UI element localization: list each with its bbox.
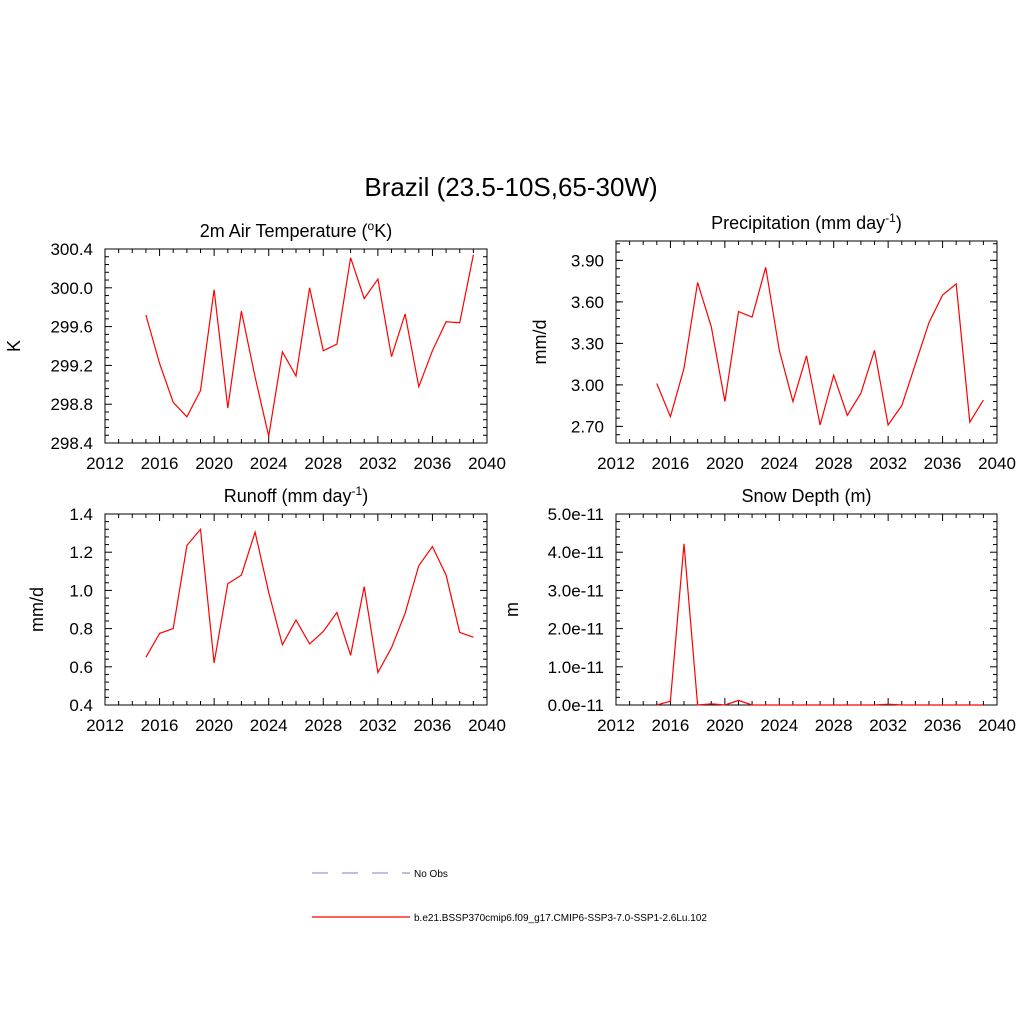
- y-axis-label: K: [4, 340, 24, 352]
- series-line: [656, 543, 984, 706]
- x-tick-label: 2040: [468, 716, 506, 735]
- legend: No Obs b.e21.BSSP370cmip6.f09_g17.CMIP6-S…: [312, 869, 707, 924]
- y-axis-label: mm/d: [530, 320, 550, 365]
- x-tick-label: 2028: [815, 454, 853, 473]
- panel-title-superscript: -1: [352, 484, 363, 498]
- y-tick-label: 1.2: [69, 543, 93, 562]
- x-tick-label: 2040: [978, 454, 1016, 473]
- y-tick-label: 4.0e-11: [548, 543, 604, 562]
- y-tick-label: 299.6: [50, 318, 93, 337]
- plot-frame: [104, 248, 488, 444]
- panel-3: 2012 2016 2020 2024 2028 2032 2036 2040 0.4 0.6 0.…: [27, 484, 506, 735]
- x-tick-label: 2028: [815, 716, 853, 735]
- panel-title: Snow Depth (m): [741, 486, 871, 506]
- x-tick-label: 2036: [924, 454, 962, 473]
- x-tick-label: 2020: [706, 716, 744, 735]
- x-tick-label: 2016: [141, 716, 179, 735]
- y-tick-label: 3.00: [571, 376, 604, 395]
- y-tick-label: 298.8: [50, 395, 93, 414]
- y-tick-label: 0.0e-11: [548, 696, 604, 715]
- y-tick-label: 3.30: [571, 334, 604, 353]
- x-tick-label: 2032: [359, 716, 397, 735]
- y-tick-label: 2.0e-11: [548, 620, 604, 639]
- panel-title-text: Snow Depth (m): [741, 486, 871, 506]
- plot-frame: [104, 513, 488, 706]
- panel-title-suffix: ): [362, 486, 368, 506]
- y-tick-label: 0.8: [69, 620, 93, 639]
- y-tick-label: 300.4: [50, 240, 93, 259]
- x-tick-label: 2012: [597, 716, 635, 735]
- y-tick-label: 2.70: [571, 417, 604, 436]
- x-tick-label: 2032: [359, 454, 397, 473]
- series-line: [145, 254, 474, 437]
- y-tick-label: 0.4: [69, 696, 93, 715]
- y-tick-label: 1.0: [69, 581, 93, 600]
- x-tick-label: 2032: [869, 716, 907, 735]
- figure-title: Brazil (23.5-10S,65-30W): [364, 172, 657, 202]
- x-tick-label: 2020: [706, 454, 744, 473]
- y-tick-label: 5.0e-11: [548, 505, 604, 524]
- x-tick-label: 2032: [869, 454, 907, 473]
- panel-title-text: Runoff (mm day: [224, 486, 352, 506]
- legend-label: b.e21.BSSP370cmip6.f09_g17.CMIP6-SSP3-7.…: [414, 913, 707, 924]
- x-tick-label: 2028: [304, 454, 342, 473]
- x-tick-label: 2036: [924, 716, 962, 735]
- x-tick-label: 2016: [652, 716, 690, 735]
- y-tick-label: 3.60: [571, 293, 604, 312]
- x-tick-label: 2024: [760, 716, 798, 735]
- y-axis-label: m: [502, 602, 522, 617]
- series-line: [145, 527, 474, 675]
- panel-title-superscript: -1: [885, 211, 896, 225]
- y-axis-label: mm/d: [27, 587, 47, 632]
- y-tick-label: 3.0e-11: [548, 581, 604, 600]
- y-tick-label: 299.2: [50, 356, 93, 375]
- y-tick-label: 300.0: [50, 279, 93, 298]
- panel-title: Precipitation (mm day-1): [711, 211, 902, 233]
- series-line: [656, 267, 984, 427]
- x-tick-label: 2036: [414, 716, 452, 735]
- plot-frame: [615, 240, 998, 444]
- y-tick-label: 1.4: [69, 505, 93, 524]
- panel-title-suffix: ): [896, 213, 902, 233]
- x-tick-label: 2036: [414, 454, 452, 473]
- panel-4: 2012 2016 2020 2024 2028 2032 2036 2040 0.0e-11 1…: [502, 486, 1016, 735]
- panel-1: 2012 2016 2020 2024 2028 2032 2036 2040 298.4 298…: [4, 219, 506, 473]
- panel-title: Runoff (mm day-1): [224, 484, 368, 506]
- y-tick-label: 298.4: [50, 434, 93, 453]
- y-tick-label: 0.6: [69, 658, 93, 677]
- x-tick-label: 2012: [86, 454, 124, 473]
- x-tick-label: 2028: [304, 716, 342, 735]
- plot-frame: [615, 513, 998, 706]
- panel-title-text: Precipitation (mm day: [711, 213, 885, 233]
- x-tick-label: 2012: [597, 454, 635, 473]
- x-tick-label: 2016: [141, 454, 179, 473]
- x-tick-label: 2020: [195, 454, 233, 473]
- panel-title-superscript: o: [368, 219, 375, 233]
- panel-title-text: 2m Air Temperature (: [200, 221, 368, 241]
- x-tick-label: 2024: [250, 454, 288, 473]
- legend-label: No Obs: [414, 869, 448, 880]
- panel-title-suffix: K): [374, 221, 392, 241]
- x-tick-label: 2040: [978, 716, 1016, 735]
- x-tick-label: 2016: [652, 454, 690, 473]
- x-tick-label: 2024: [760, 454, 798, 473]
- panel-title: 2m Air Temperature (oK): [200, 219, 392, 241]
- panel-2: 2012 2016 2020 2024 2028 2032 2036 2040 2.70 3.00…: [530, 211, 1016, 473]
- x-tick-label: 2020: [195, 716, 233, 735]
- x-tick-label: 2040: [468, 454, 506, 473]
- x-tick-label: 2012: [86, 716, 124, 735]
- y-tick-label: 3.90: [571, 251, 604, 270]
- y-tick-label: 1.0e-11: [548, 658, 604, 677]
- x-tick-label: 2024: [250, 716, 288, 735]
